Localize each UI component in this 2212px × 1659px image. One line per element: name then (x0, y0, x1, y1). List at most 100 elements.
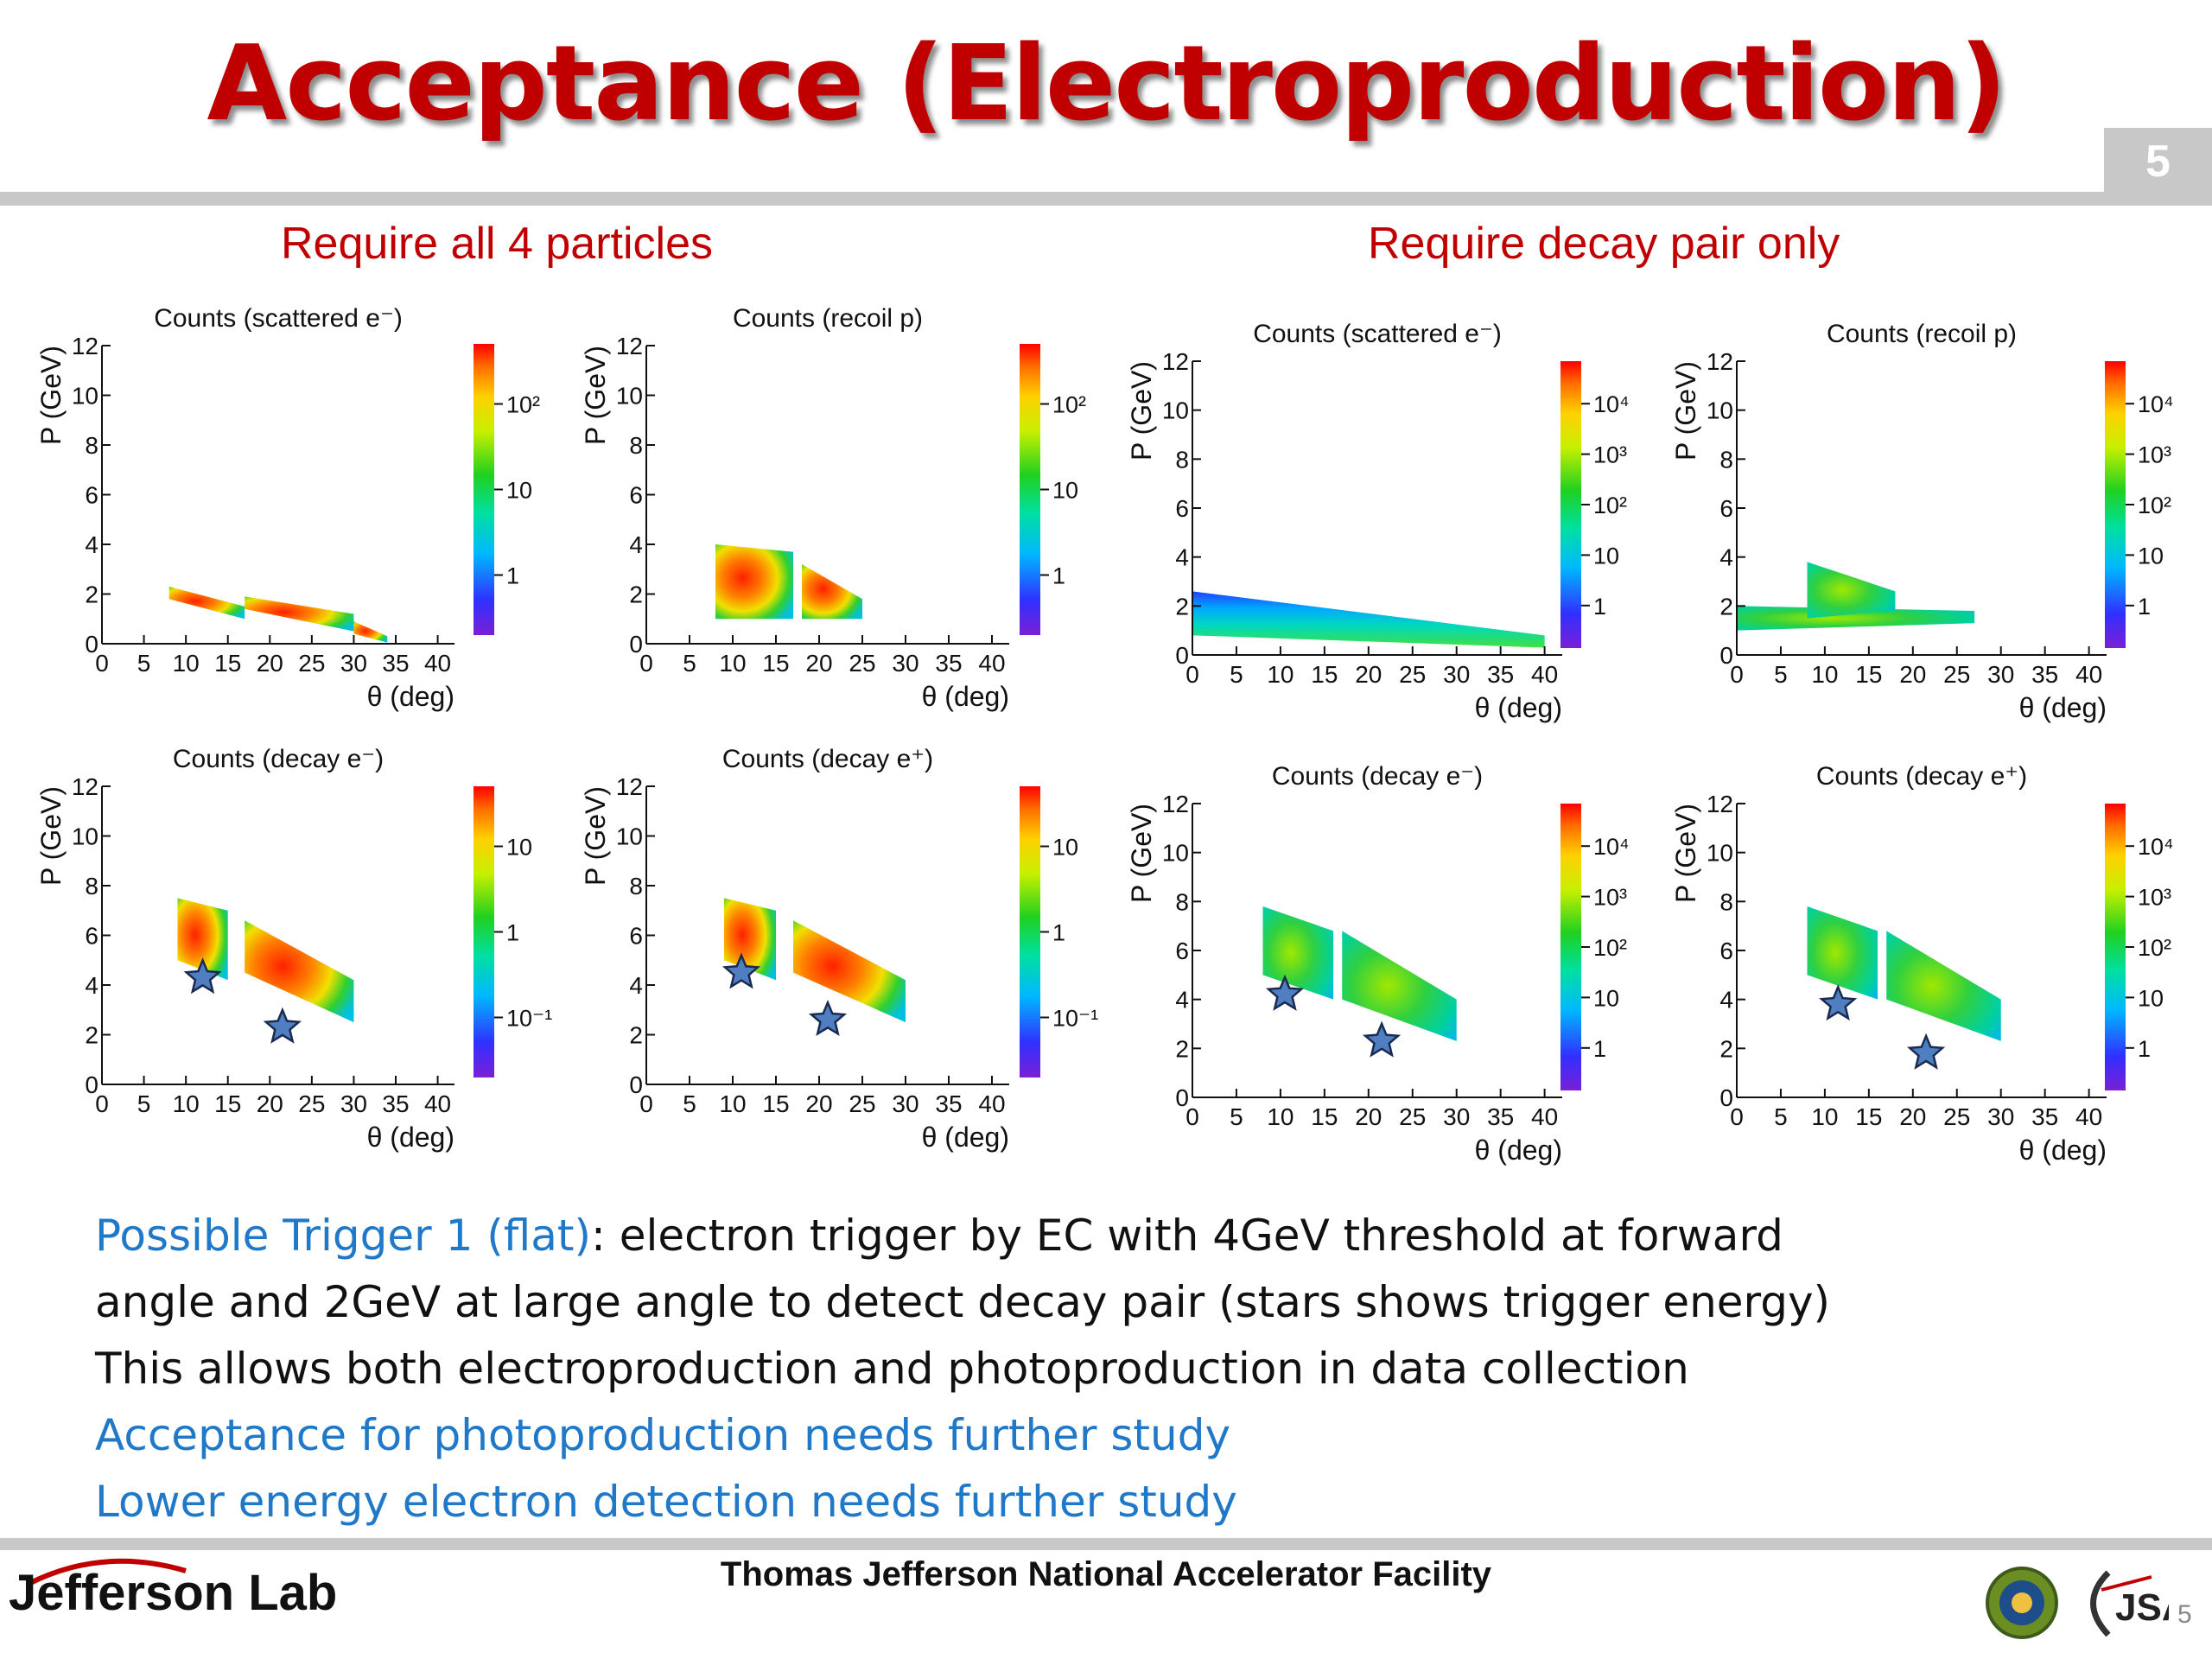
y-tick-label: 6 (1719, 938, 1733, 964)
x-tick-label: 15 (1311, 661, 1338, 688)
x-tick-label: 30 (1987, 1103, 2014, 1130)
x-tick-label: 10 (1811, 661, 1838, 688)
slide-number: 5 (2104, 128, 2212, 195)
y-tick-label: 8 (1175, 446, 1189, 473)
colorbar-label: 1 (506, 563, 519, 589)
panel-title: Counts (decay e⁺) (1816, 762, 2027, 791)
x-tick-label: 10 (1811, 1103, 1838, 1130)
y-tick-label: 8 (1719, 446, 1733, 473)
x-tick-label: 25 (1943, 1103, 1970, 1130)
colorbar-label: 10 (2138, 985, 2164, 1011)
data-region (1737, 606, 1975, 631)
y-tick-label: 0 (1719, 642, 1733, 669)
trigger-highlight: Possible Trigger 1 (flat) (95, 1211, 592, 1261)
note-line-5: Lower energy electron detection needs fu… (95, 1477, 1237, 1527)
data-region (168, 586, 245, 620)
y-tick-label: 4 (629, 531, 643, 558)
y-tick-label: 12 (1707, 791, 1733, 817)
colorbar-label: 10² (1052, 392, 1086, 418)
note-line-3: This allows both electroproduction and p… (95, 1344, 1689, 1394)
y-axis-label: P (GeV) (35, 786, 67, 886)
colorbar (1020, 786, 1040, 1077)
x-tick-label: 20 (1355, 661, 1382, 688)
colorbar (474, 344, 494, 635)
x-tick-label: 15 (214, 1090, 241, 1117)
y-tick-label: 4 (1719, 544, 1733, 571)
x-tick-label: 40 (1531, 661, 1558, 688)
y-tick-label: 8 (85, 873, 99, 899)
x-tick-label: 0 (1185, 1103, 1199, 1130)
x-tick-label: 20 (1899, 1103, 1926, 1130)
y-tick-label: 12 (616, 773, 643, 800)
y-tick-label: 2 (85, 582, 99, 608)
histogram-panel-4: Counts (recoil p) 0 5 10 15 20 25 30 35 40 0 2 4 6 8 10… (1670, 320, 2174, 723)
y-tick-label: 10 (72, 383, 99, 410)
trigger-star-icon (1907, 1033, 1946, 1070)
x-tick-label: 0 (639, 1090, 653, 1117)
x-axis-label: θ (deg) (2019, 692, 2107, 723)
colorbar-label: 10 (1052, 478, 1078, 504)
colorbar-label: 1 (1593, 1036, 1606, 1062)
colorbar-label: 10 (506, 835, 532, 861)
note-line-4: Acceptance for photoproduction needs fur… (95, 1410, 1231, 1460)
y-axis-label: P (GeV) (1670, 361, 1701, 461)
colorbar-label: 10⁻¹ (1052, 1006, 1098, 1032)
colorbar-label: 10² (506, 392, 540, 418)
y-tick-label: 2 (629, 582, 643, 608)
y-axis-label: P (GeV) (1670, 804, 1701, 903)
trigger-star-icon (183, 957, 222, 995)
histogram-panel-7: Counts (decay e⁻) 0 5 10 15 20 25 30 35 40 0 2 4 6 8 10… (1126, 762, 1630, 1166)
colorbar-label: 10³ (2138, 885, 2171, 911)
x-tick-label: 30 (1443, 1103, 1470, 1130)
x-tick-label: 20 (805, 650, 832, 677)
y-axis-label: P (GeV) (35, 346, 67, 445)
y-tick-label: 6 (1175, 495, 1189, 522)
y-tick-label: 8 (629, 873, 643, 899)
colorbar-label: 10³ (2138, 442, 2171, 468)
x-axis-label: θ (deg) (2019, 1135, 2107, 1166)
x-tick-label: 0 (1185, 661, 1199, 688)
x-axis-label: θ (deg) (367, 1122, 454, 1153)
data-region (177, 898, 228, 981)
x-tick-label: 20 (1355, 1103, 1382, 1130)
histogram-panel-8: Counts (decay e⁺) 0 5 10 15 20 25 30 35 40 0 2 4 6 8 10… (1670, 762, 2174, 1166)
y-tick-label: 4 (1175, 987, 1189, 1014)
footer-page-number: 5 (2177, 1600, 2192, 1629)
x-tick-label: 40 (2075, 1103, 2102, 1130)
colorbar-label: 10² (1593, 935, 1627, 961)
y-tick-label: 0 (85, 1071, 99, 1098)
trigger-star-icon (1363, 1020, 1402, 1058)
jefferson-lab-logo: Jefferson Lab (9, 1565, 338, 1621)
x-tick-label: 15 (214, 650, 241, 677)
x-tick-label: 35 (2031, 1103, 2058, 1130)
x-tick-label: 5 (1230, 1103, 1243, 1130)
histogram-panel-5: Counts (decay e⁻) 0 5 10 15 20 25 30 35 40 0 2 4 6 8 10… (35, 745, 552, 1153)
colorbar-label: 10³ (1593, 442, 1627, 468)
x-tick-label: 25 (1399, 661, 1426, 688)
y-tick-label: 2 (85, 1022, 99, 1049)
y-tick-label: 2 (629, 1022, 643, 1049)
data-region (793, 920, 906, 1023)
x-tick-label: 35 (935, 650, 962, 677)
x-tick-label: 30 (892, 1090, 918, 1117)
trigger-star-icon (1819, 984, 1858, 1021)
colorbar (2105, 804, 2126, 1090)
y-tick-label: 0 (629, 631, 643, 658)
y-tick-label: 6 (1719, 495, 1733, 522)
x-axis-label: θ (deg) (367, 681, 454, 712)
x-axis-label: θ (deg) (922, 681, 1009, 712)
chart-canvas: Counts (scattered e⁻)0 5 10 15 20 25 30 35 40024… (35, 304, 2174, 1166)
panel-title: Counts (decay e⁻) (1272, 762, 1483, 791)
x-tick-label: 40 (2075, 661, 2102, 688)
x-tick-label: 5 (1774, 661, 1788, 688)
y-axis-label: P (GeV) (1126, 361, 1157, 461)
y-axis-label: P (GeV) (580, 346, 611, 445)
x-tick-label: 0 (95, 1090, 109, 1117)
footer-divider (0, 1538, 2212, 1550)
colorbar-label: 1 (2138, 1036, 2151, 1062)
x-tick-label: 40 (424, 650, 451, 677)
y-tick-label: 12 (72, 333, 99, 359)
x-tick-label: 10 (173, 650, 200, 677)
y-tick-label: 0 (85, 631, 99, 658)
x-tick-label: 15 (1855, 661, 1882, 688)
